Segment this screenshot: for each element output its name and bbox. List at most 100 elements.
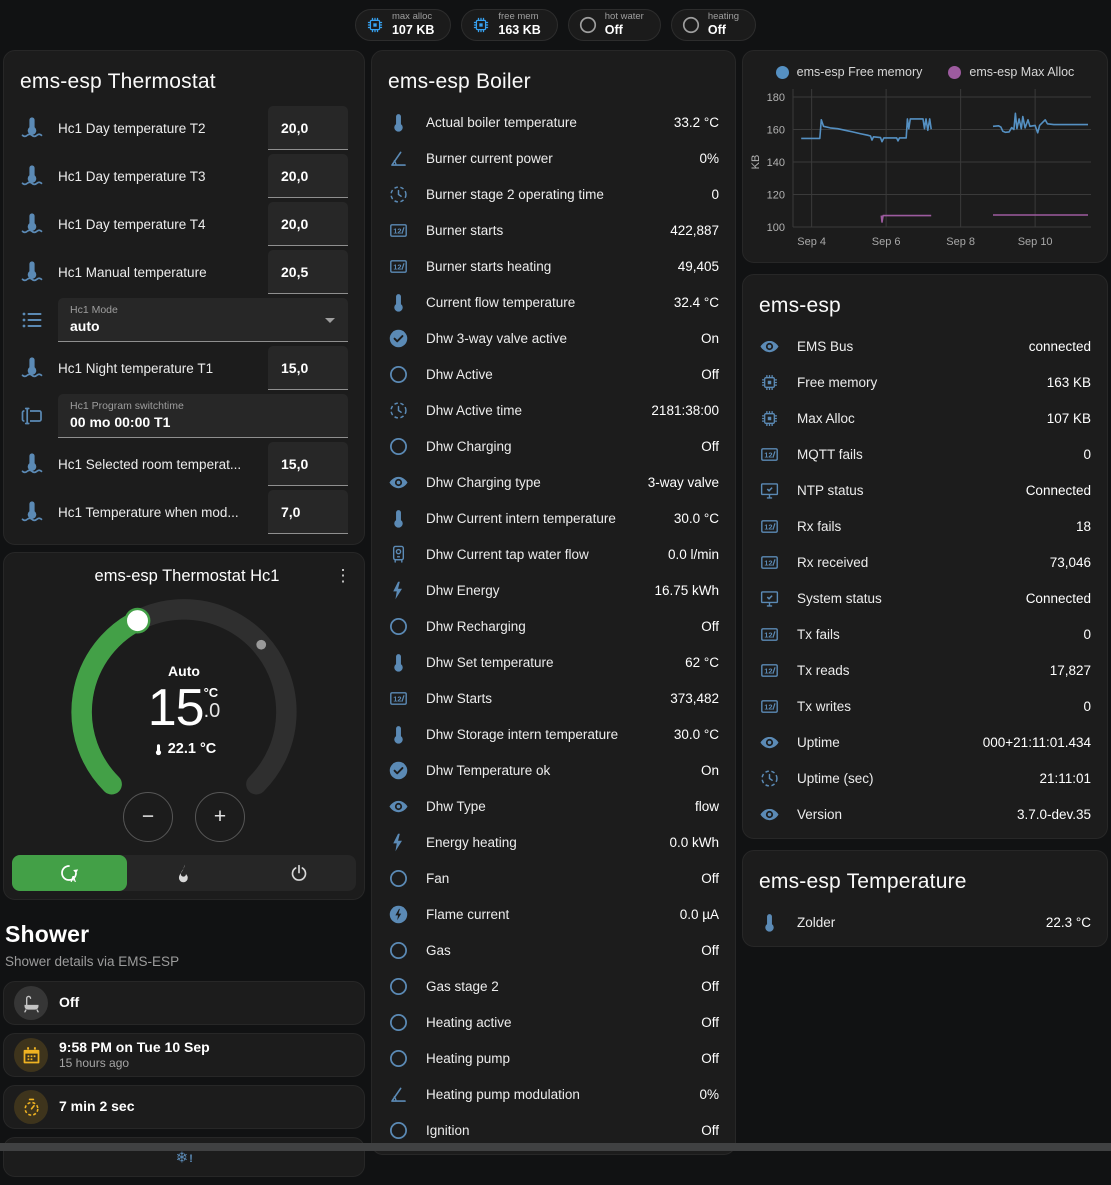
sensor-name: Current flow temperature	[426, 294, 576, 310]
sensor-name: Dhw Set temperature	[426, 654, 554, 670]
badge-label: max alloc	[391, 11, 433, 23]
sensor-row[interactable]: Free memory 163 KB	[743, 364, 1107, 400]
sensor-row[interactable]: Flame current 0.0 µA	[372, 896, 735, 932]
tile-card[interactable]: 7 min 2 sec	[3, 1085, 365, 1129]
number-input[interactable]: 20,0	[268, 106, 348, 150]
chip-icon	[759, 408, 780, 429]
svg-text:12: 12	[764, 666, 772, 675]
sensor-row[interactable]: 12 Burner starts 422,887	[372, 212, 735, 248]
badge-text: free mem 163 KB	[498, 11, 540, 37]
sensor-row[interactable]: 12 Rx fails 18	[743, 508, 1107, 544]
sensor-name: Tx reads	[797, 662, 850, 678]
increase-temp-button[interactable]: +	[195, 792, 245, 842]
timer-icon	[14, 1090, 48, 1124]
status-badge[interactable]: hot water Off	[567, 9, 661, 41]
sensor-row[interactable]: Dhw Charging type 3-way valve	[372, 464, 735, 500]
svg-text:120: 120	[767, 190, 785, 202]
sensor-row[interactable]: Dhw Energy 16.75 kWh	[372, 572, 735, 608]
sensor-value: 22.3 °C	[1045, 914, 1091, 930]
sensor-row[interactable]: Burner current power 0%	[372, 140, 735, 176]
sensor-row[interactable]: Zolder 22.3 °C	[743, 904, 1107, 940]
sensor-row[interactable]: Dhw Storage intern temperature 30.0 °C	[372, 716, 735, 752]
hvac-mode-button[interactable]	[127, 855, 242, 891]
sensor-row[interactable]: Ignition Off	[372, 1112, 735, 1148]
sensor-row[interactable]: 12 Tx reads 17,827	[743, 652, 1107, 688]
sensor-row[interactable]: Uptime 000+21:11:01.434	[743, 724, 1107, 760]
sensor-row[interactable]: 12 Tx writes 0	[743, 688, 1107, 724]
sensor-row[interactable]: Dhw Current tap water flow 0.0 l/min	[372, 536, 735, 572]
sensor-row[interactable]: Dhw Recharging Off	[372, 608, 735, 644]
sensor-row[interactable]: Heating active Off	[372, 1004, 735, 1040]
horizontal-scrollbar[interactable]	[0, 1143, 1111, 1151]
sensor-row[interactable]: NTP status Connected	[743, 472, 1107, 508]
sensor-row[interactable]: 12 Burner starts heating 49,405	[372, 248, 735, 284]
sensor-value: 0%	[699, 150, 719, 166]
sensor-row[interactable]: System status Connected	[743, 580, 1107, 616]
field-label: Hc1 Mode	[70, 304, 118, 316]
fire-icon	[174, 863, 194, 883]
sensor-row[interactable]: Current flow temperature 32.4 °C	[372, 284, 735, 320]
svg-text:KB: KB	[750, 155, 762, 170]
sensor-row[interactable]: Gas stage 2 Off	[372, 968, 735, 1004]
number-input[interactable]: 20,0	[268, 154, 348, 198]
thermostat-dial[interactable]: Auto 15 °C .0 22.1 °C	[44, 590, 324, 824]
sensor-row[interactable]: Version 3.7.0-dev.35	[743, 796, 1107, 832]
sensor-row[interactable]: Dhw Active Off	[372, 356, 735, 392]
sensor-row[interactable]: Dhw Type flow	[372, 788, 735, 824]
sensor-row[interactable]: Actual boiler temperature 33.2 °C	[372, 104, 735, 140]
sensor-value: 000+21:11:01.434	[982, 734, 1091, 750]
sensor-value: 33.2 °C	[673, 114, 719, 130]
number-input[interactable]: 15,0	[268, 346, 348, 390]
sensor-row[interactable]: Dhw Current intern temperature 30.0 °C	[372, 500, 735, 536]
sensor-row[interactable]: Burner stage 2 operating time 0	[372, 176, 735, 212]
status-badge[interactable]: heating Off	[670, 9, 757, 41]
number-input[interactable]: 20,0	[268, 202, 348, 246]
tile-text: 9:58 PM on Tue 10 Sep 15 hours ago	[59, 1039, 210, 1072]
circle-outline-icon	[388, 976, 409, 997]
status-badge[interactable]: free mem 163 KB	[461, 9, 558, 41]
sensor-row[interactable]: Heating pump Off	[372, 1040, 735, 1076]
decrease-temp-button[interactable]: −	[123, 792, 173, 842]
badge-value: Off	[604, 23, 623, 38]
sensor-row[interactable]: Dhw Temperature ok On	[372, 752, 735, 788]
svg-text:12: 12	[764, 702, 772, 711]
sensor-row[interactable]: Dhw Active time 2181:38:00	[372, 392, 735, 428]
sensor-row[interactable]: 12 MQTT fails 0	[743, 436, 1107, 472]
sensor-row[interactable]: Uptime (sec) 21:11:01	[743, 760, 1107, 796]
sensor-value: 0%	[699, 1086, 719, 1102]
entity-select-field[interactable]: Hc1 Program switchtime 00 mo 00:00 T1	[58, 394, 348, 438]
svg-text:12: 12	[393, 262, 401, 271]
badge-label: heating	[707, 11, 740, 23]
tile-card[interactable]: Off	[3, 981, 365, 1025]
sensor-row[interactable]: Max Alloc 107 KB	[743, 400, 1107, 436]
sensor-row[interactable]: 12 Tx fails 0	[743, 616, 1107, 652]
eye-icon	[388, 472, 409, 493]
entity-select-field[interactable]: Hc1 Mode auto	[58, 298, 348, 342]
sensor-row[interactable]: Dhw Set temperature 62 °C	[372, 644, 735, 680]
counter-icon: 12	[759, 444, 780, 465]
number-input[interactable]: 7,0	[268, 490, 348, 534]
hvac-mode-button[interactable]	[241, 855, 356, 891]
number-input[interactable]: 20,5	[268, 250, 348, 294]
sensor-row[interactable]: Dhw 3-way valve active On	[372, 320, 735, 356]
sensor-row[interactable]: Fan Off	[372, 860, 735, 896]
target-temp-integer: 15	[147, 679, 205, 737]
sensor-row[interactable]: Energy heating 0.0 kWh	[372, 824, 735, 860]
thermometer-water-icon	[20, 212, 44, 236]
sensor-value: 18	[1075, 518, 1091, 534]
sensor-row[interactable]: Gas Off	[372, 932, 735, 968]
sensor-name: Rx fails	[797, 518, 842, 534]
sensor-name: Energy heating	[426, 834, 517, 850]
sensor-row[interactable]: 12 Dhw Starts 373,482	[372, 680, 735, 716]
number-input[interactable]: 15,0	[268, 442, 348, 486]
hvac-mode-button[interactable]: A	[12, 855, 127, 891]
sensor-row[interactable]: Dhw Charging Off	[372, 428, 735, 464]
tile-card[interactable]: 9:58 PM on Tue 10 Sep 15 hours ago	[3, 1033, 365, 1077]
sensor-name: MQTT fails	[797, 446, 863, 462]
sensor-row[interactable]: EMS Bus connected	[743, 328, 1107, 364]
more-menu-icon[interactable]: ⋮	[334, 566, 352, 585]
sensor-row[interactable]: Heating pump modulation 0%	[372, 1076, 735, 1112]
status-badge[interactable]: max alloc 107 KB	[354, 9, 452, 41]
dial-handle[interactable]	[124, 607, 151, 634]
sensor-row[interactable]: 12 Rx received 73,046	[743, 544, 1107, 580]
